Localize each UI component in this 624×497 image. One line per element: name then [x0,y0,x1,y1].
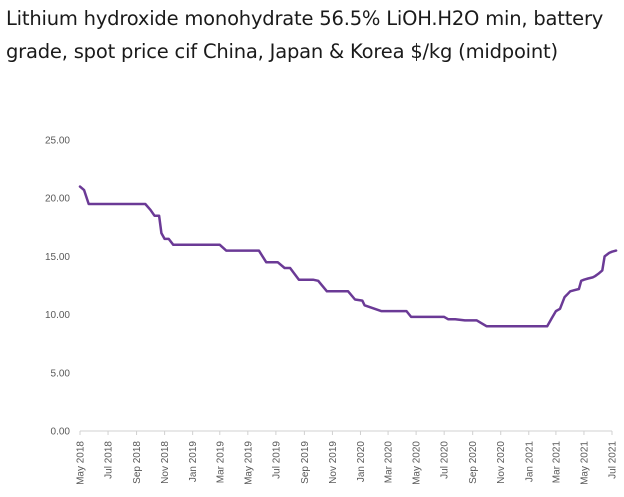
x-tick-label: Nov 2020 [496,441,507,484]
x-tick-label: Jan 2021 [524,441,535,483]
x-tick-label: May 2019 [243,441,254,485]
x-tick-label: May 2018 [76,441,87,485]
x-axis-ticks: May 2018 Jul 2018 Sep 2018 Nov 2018 Jan 2019… [76,431,619,485]
x-tick-label: Mar 2020 [384,441,395,484]
x-tick-label: Nov 2018 [160,441,171,484]
y-tick-label: 0.00 [51,427,71,438]
x-tick-label: Jul 2019 [271,441,282,479]
series-layer [78,185,618,328]
x-tick-label: May 2021 [579,441,590,485]
x-tick-label: Jan 2019 [188,441,199,483]
x-tick-label: May 2020 [412,441,423,485]
x-tick-label: Jan 2020 [356,441,367,483]
y-tick-label: 20.00 [45,194,70,205]
x-tick-label: Sep 2018 [132,441,143,484]
x-tick-label: Mar 2019 [215,441,226,484]
y-tick-label: 25.00 [45,136,70,147]
y-tick-label: 10.00 [45,310,70,321]
x-tick-label: Nov 2019 [328,441,339,484]
y-tick-label: 15.00 [45,252,70,263]
x-tick-label: Sep 2020 [468,441,479,484]
x-tick-label: Sep 2019 [300,441,311,484]
x-tick-label: Mar 2021 [551,441,562,484]
x-tick-label: Jul 2020 [440,441,451,479]
series-line [78,185,618,328]
y-axis-ticks: 0.00 5.00 10.00 15.00 20.00 25.00 [45,136,70,438]
x-tick-label: Jul 2021 [608,441,619,479]
x-tick-label: Jul 2018 [104,441,115,479]
chart-title: Lithium hydroxide monohydrate 56.5% LiOH… [6,7,604,63]
y-tick-label: 5.00 [51,368,71,379]
